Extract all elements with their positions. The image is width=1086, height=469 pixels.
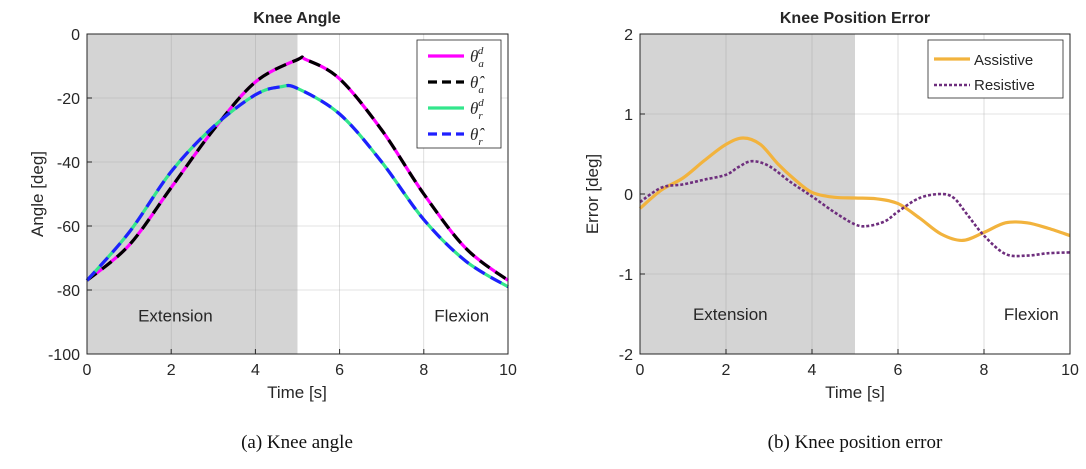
y-tick-label: -20 [57,91,80,108]
legend: Assistive Resistive [927,39,1064,99]
y-tick-label: 1 [624,107,633,124]
series-lines [638,136,1071,258]
phase-label-extension: Extension [138,307,213,326]
y-tick-label: -40 [57,155,80,172]
tick-labels: 0 2 4 6 8 10 0 -20 -40 -60 -80 -100 [48,27,517,379]
y-axis-label: Error [deg] [583,154,602,234]
legend-entry-resistive: Resistive [974,77,1035,94]
legend-swatches [428,54,464,136]
series-line-3 [85,83,509,289]
series-line-0 [638,136,1071,243]
phase-label-flexion: Flexion [434,307,489,326]
y-tick-label: -60 [57,219,80,236]
x-tick-label: 2 [722,362,731,379]
plot-frame [86,33,509,355]
x-tick-label: 6 [335,362,344,379]
y-tick-label: -80 [57,283,80,300]
y-tick-label: 0 [624,187,633,204]
y-tick-label: -2 [619,347,633,364]
legend-entry-theta-r-d: θrd [470,97,484,122]
phase-label-flexion: Flexion [1004,305,1059,324]
x-axis-label: Time [s] [825,383,885,402]
x-tick-label: 10 [1061,362,1079,379]
chart-title: Knee Angle [253,10,341,27]
extension-shaded-region [87,34,298,354]
phase-label-extension: Extension [693,305,768,324]
legend-entry-assistive: Assistive [974,52,1033,69]
x-tick-label: 2 [167,362,176,379]
y-tick-label: -100 [48,347,80,364]
x-tick-label: 6 [894,362,903,379]
legend: θad θ̂a θrd θ̂r [416,39,502,149]
caption-b: (b) Knee position error [768,432,943,453]
x-tick-label: 0 [83,362,92,379]
y-tick-label: -1 [619,267,633,284]
x-tick-label: 8 [980,362,989,379]
series-line-1 [639,159,1071,258]
plot-frame [639,33,1071,355]
chart-title: Knee Position Error [780,10,930,27]
x-tick-label: 0 [636,362,645,379]
legend-swatches [934,57,970,87]
legend-box [927,39,1064,99]
x-tick-label: 8 [419,362,428,379]
legend-entry-theta-a-d: θad [470,45,484,70]
caption-a: (a) Knee angle [241,432,353,453]
x-tick-label: 4 [251,362,260,379]
y-tick-label: 2 [624,27,633,44]
legend-box [416,39,502,149]
knee-angle-chart: 0 2 4 6 8 10 0 -20 -40 -60 -80 -100 Knee Angle Time… [28,10,517,402]
y-axis-label: Angle [deg] [28,151,47,237]
series-lines [85,55,509,289]
series-line-1 [85,55,509,282]
x-tick-label: 4 [808,362,817,379]
x-axis-label: Time [s] [267,383,327,402]
y-tick-label: 0 [71,27,80,44]
x-tick-label: 10 [499,362,517,379]
